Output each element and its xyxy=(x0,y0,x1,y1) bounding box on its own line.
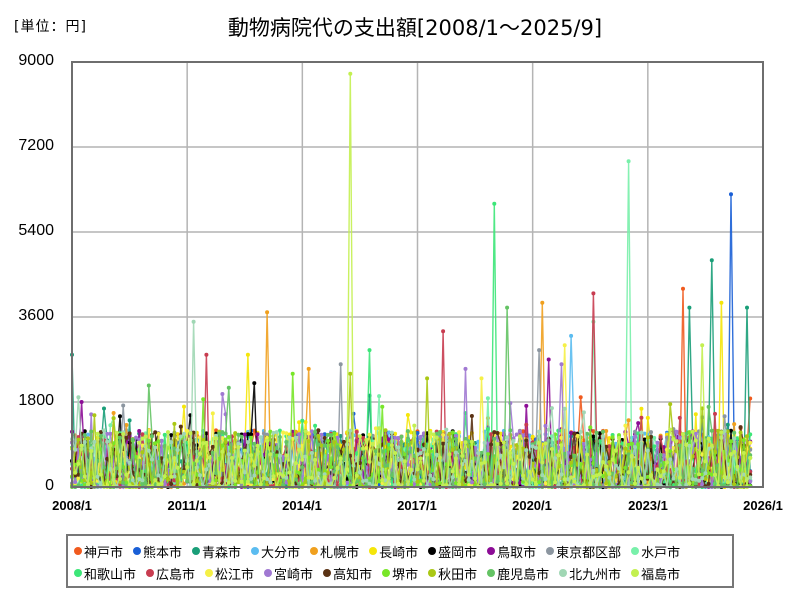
legend-label: 堺市 xyxy=(392,567,419,583)
legend-row: 神戸市 熊本市 青森市 大分市 札幌市 長崎市 盛岡市 鳥取市 東京都区部 水戸市 xyxy=(68,540,732,562)
legend-marker-icon xyxy=(74,547,82,555)
legend-item: 長崎市 xyxy=(369,542,418,561)
legend-label: 青森市 xyxy=(202,545,242,561)
legend-item: 盛岡市 xyxy=(428,542,477,561)
x-tick-label: 2011/1 xyxy=(167,498,207,513)
legend-marker-icon xyxy=(369,547,378,555)
y-tick-label: 0 xyxy=(45,477,54,494)
legend-marker-icon xyxy=(559,569,568,577)
legend-item: 堺市 xyxy=(382,564,418,583)
y-tick-label: 1800 xyxy=(18,392,54,409)
y-tick-label: 7200 xyxy=(18,137,54,154)
legend-marker-icon xyxy=(546,547,555,555)
legend-label: 札幌市 xyxy=(320,545,360,561)
legend-item: 松江市 xyxy=(205,564,254,583)
legend-item: 福島市 xyxy=(631,564,680,583)
legend-label: 大分市 xyxy=(261,545,301,561)
legend-item: 東京都区部 xyxy=(546,542,621,561)
legend-label: 東京都区部 xyxy=(556,545,622,561)
legend-item: 宮崎市 xyxy=(264,564,313,583)
legend-label: 高知市 xyxy=(333,567,373,583)
legend-row: 和歌山市 広島市 松江市 宮崎市 高知市 堺市 秋田市 鹿児島市 北九州市 福島市 xyxy=(68,562,732,584)
legend-label: 松江市 xyxy=(215,567,255,583)
legend-label: 北九州市 xyxy=(569,567,622,583)
legend-item: 広島市 xyxy=(146,564,195,583)
legend-label: 秋田市 xyxy=(438,567,478,583)
legend-marker-icon xyxy=(251,547,260,555)
legend-label: 鹿児島市 xyxy=(497,567,550,583)
legend-marker-icon xyxy=(428,569,437,577)
legend-label: 宮崎市 xyxy=(274,567,314,583)
legend-marker-icon xyxy=(264,569,273,577)
legend-item: 札幌市 xyxy=(310,542,359,561)
plot-frame xyxy=(71,61,764,488)
legend-label: 神戸市 xyxy=(84,545,124,561)
unit-label: [単位：円] xyxy=(14,19,87,35)
legend-label: 熊本市 xyxy=(143,545,183,561)
legend-marker-icon xyxy=(146,569,155,577)
x-tick-label: 2023/1 xyxy=(628,498,668,513)
series-lines xyxy=(70,71,753,490)
legend-marker-icon xyxy=(310,547,319,555)
legend-marker-icon xyxy=(74,569,82,577)
legend-marker-icon xyxy=(382,569,391,577)
legend-item: 北九州市 xyxy=(559,564,621,583)
x-tick-label: 2017/1 xyxy=(397,498,437,513)
legend-item: 鳥取市 xyxy=(487,542,536,561)
legend-marker-icon xyxy=(487,569,496,577)
legend-marker-icon xyxy=(631,547,640,555)
legend-label: 鳥取市 xyxy=(497,545,537,561)
legend-item: 神戸市 xyxy=(74,542,123,561)
legend-marker-icon xyxy=(631,569,640,577)
x-tick-label: 2020/1 xyxy=(512,498,552,513)
y-tick-label: 9000 xyxy=(18,52,54,69)
legend-item: 青森市 xyxy=(192,542,241,561)
x-tick-label: 2008/1 xyxy=(52,498,92,513)
legend-label: 長崎市 xyxy=(379,545,419,561)
legend-item: 鹿児島市 xyxy=(487,564,549,583)
legend-marker-icon xyxy=(192,547,201,555)
gridlines xyxy=(72,62,763,487)
legend-item: 水戸市 xyxy=(631,542,680,561)
legend-marker-icon xyxy=(205,569,214,577)
legend-marker-icon xyxy=(133,547,142,555)
chart-title: 動物病院代の支出額[2008/1～2025/9] xyxy=(227,16,603,40)
legend-item: 和歌山市 xyxy=(74,564,136,583)
legend-item: 大分市 xyxy=(251,542,300,561)
legend-label: 福島市 xyxy=(641,567,681,583)
x-tick-label: 2014/1 xyxy=(282,498,322,513)
legend-marker-icon xyxy=(323,569,332,577)
x-tick-label: 2026/1 xyxy=(743,498,783,513)
legend-label: 広島市 xyxy=(156,567,196,583)
legend-item: 秋田市 xyxy=(428,564,477,583)
y-tick-label: 3600 xyxy=(18,307,54,324)
legend-label: 和歌山市 xyxy=(84,567,137,583)
legend: 神戸市 熊本市 青森市 大分市 札幌市 長崎市 盛岡市 鳥取市 東京都区部 水戸市 和歌山市 広島市… xyxy=(66,534,734,588)
legend-marker-icon xyxy=(487,547,496,555)
legend-label: 水戸市 xyxy=(641,545,681,561)
legend-label: 盛岡市 xyxy=(438,545,478,561)
legend-marker-icon xyxy=(428,547,437,555)
y-tick-label: 5400 xyxy=(18,222,54,239)
legend-item: 高知市 xyxy=(323,564,372,583)
legend-item: 熊本市 xyxy=(133,542,182,561)
